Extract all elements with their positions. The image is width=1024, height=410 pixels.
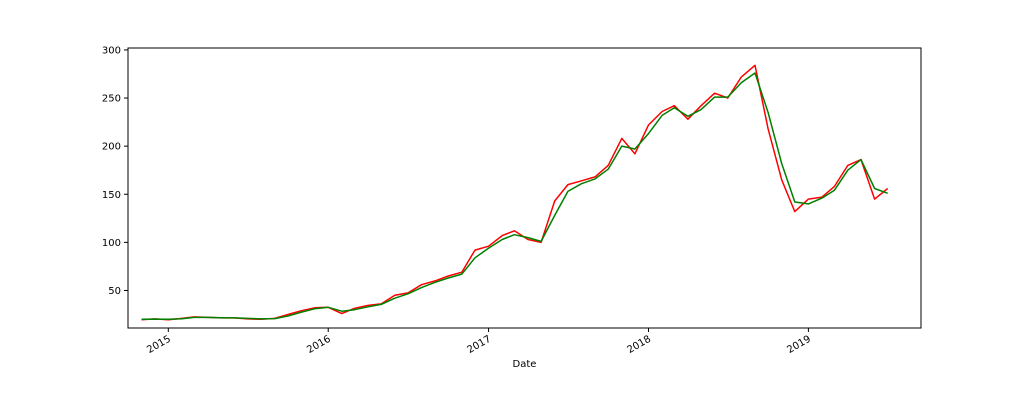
y-tick-label: 300 — [102, 45, 121, 56]
y-tick-label: 200 — [102, 142, 121, 153]
series-line-2 — [141, 72, 888, 321]
plot-frame — [127, 47, 922, 329]
series-layer — [141, 64, 889, 321]
x-axis-title: Date — [513, 359, 537, 370]
y-tick-label: 150 — [102, 190, 121, 201]
y-tick-label: 100 — [102, 238, 121, 249]
y-axis: 50 100 150 200 250 300 — [102, 45, 128, 297]
y-tick-label: 50 — [108, 286, 121, 297]
y-tick-label: 250 — [102, 94, 121, 105]
